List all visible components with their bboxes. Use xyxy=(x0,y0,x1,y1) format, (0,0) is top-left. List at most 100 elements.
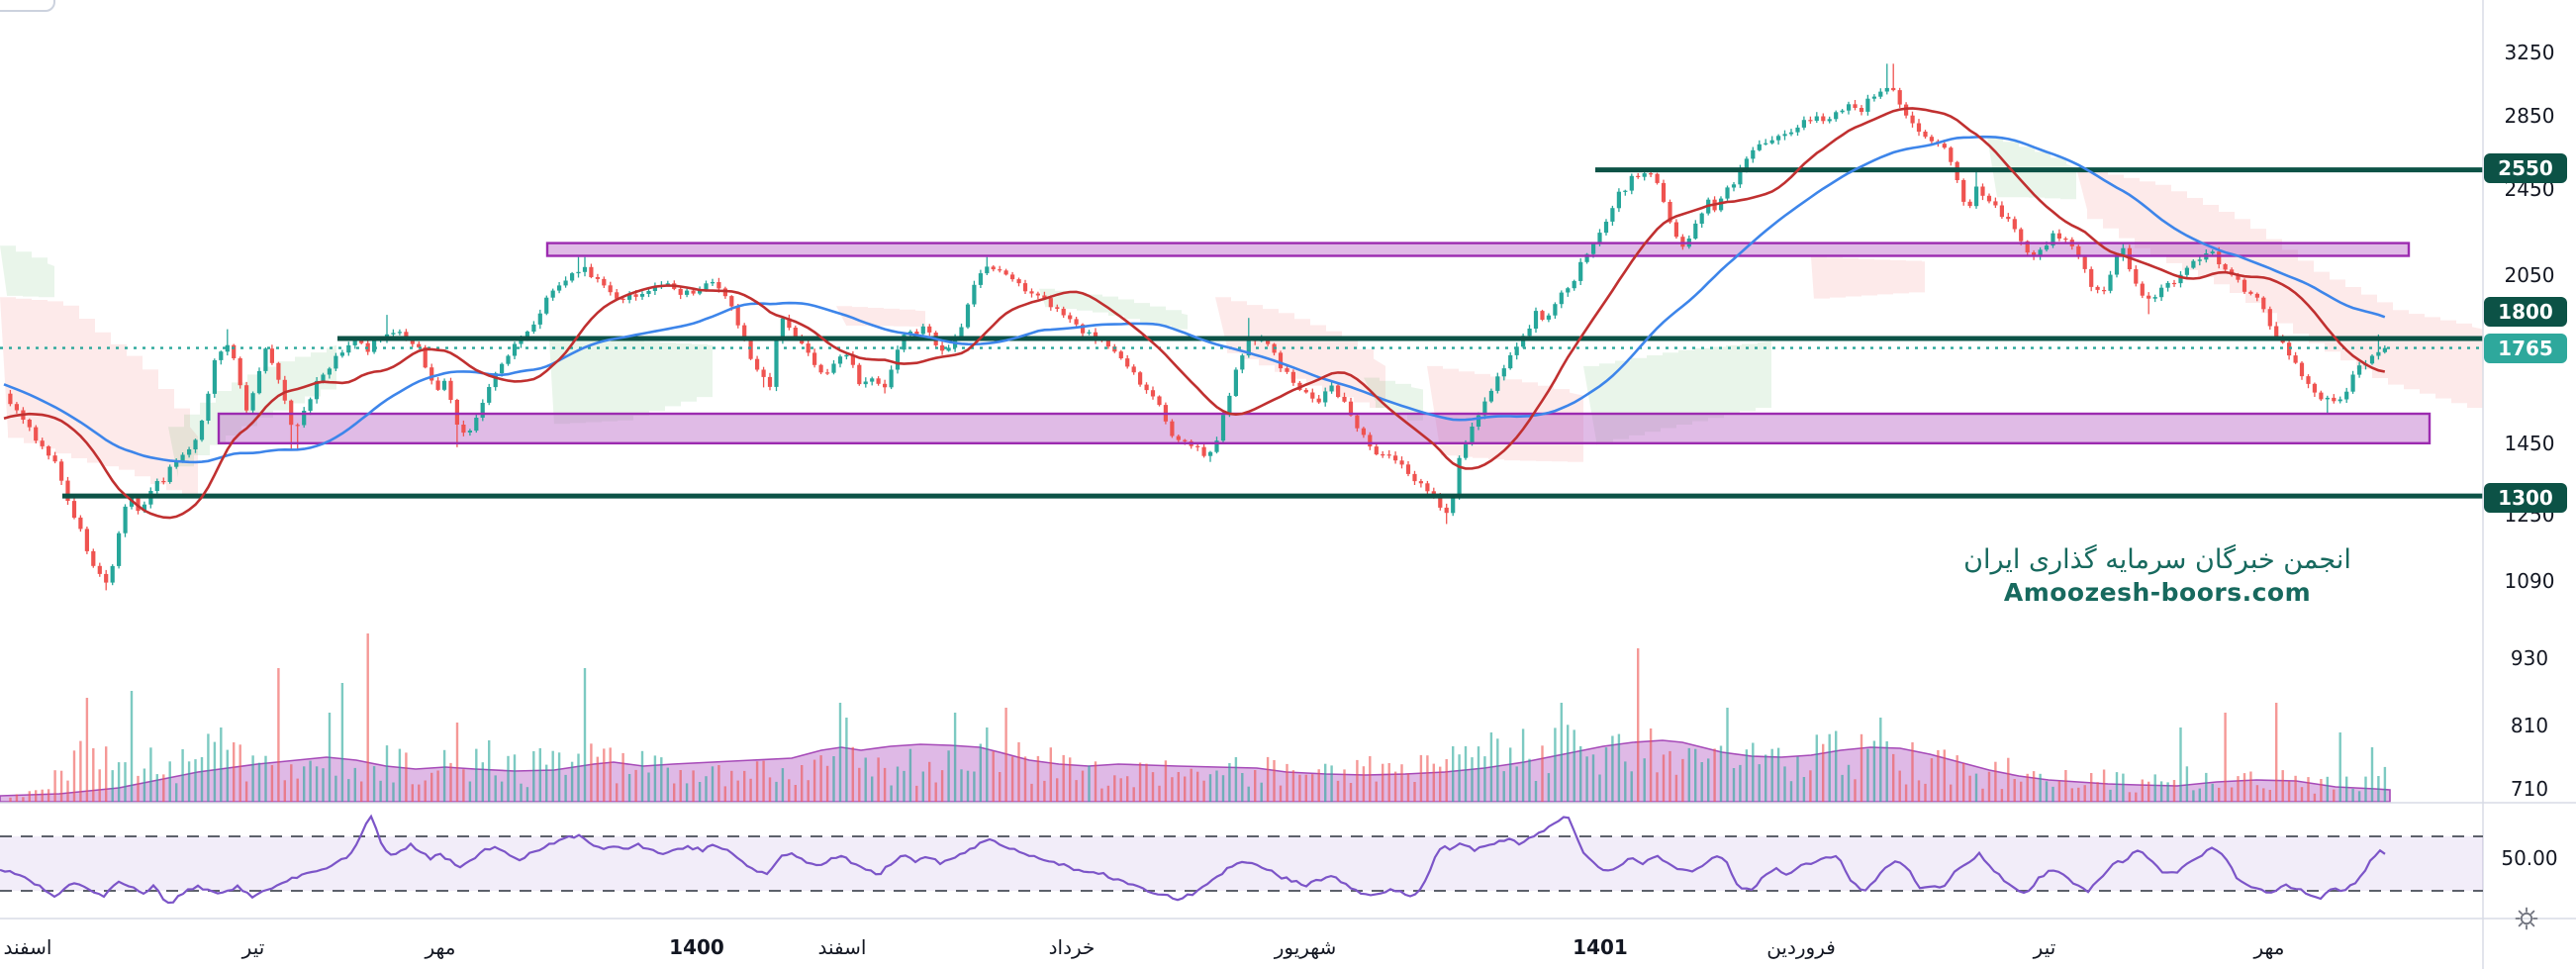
candle-body xyxy=(1840,110,1845,113)
volume-bar xyxy=(462,769,465,802)
candle-body xyxy=(787,318,792,329)
volume-bar xyxy=(1043,780,1046,802)
volume-bar xyxy=(226,749,229,802)
volume-bar xyxy=(1382,763,1384,802)
volume-bar xyxy=(1981,788,1984,802)
volume-bar xyxy=(953,713,957,802)
supply-demand-zone-border xyxy=(545,242,2411,257)
watermark-persian-text: انجمن خبرگان سرمایه گذاری ایران xyxy=(1963,544,2351,575)
volume-bar xyxy=(928,761,931,802)
volume-bar xyxy=(2020,781,2023,802)
volume-bar xyxy=(1330,765,1333,802)
volume-bar xyxy=(520,783,523,802)
supply-demand-zone[interactable] xyxy=(547,242,2409,256)
supply-demand-zone[interactable] xyxy=(219,414,2430,443)
volume-bar xyxy=(621,752,624,802)
volume-bar xyxy=(903,770,906,802)
candle-body xyxy=(1118,351,1123,358)
candle-body xyxy=(71,501,77,518)
volume-bar xyxy=(1649,728,1653,802)
volume-bar xyxy=(2287,781,2291,802)
candle-body xyxy=(1910,115,1915,124)
volume-bar xyxy=(175,783,178,802)
candle-body xyxy=(1731,184,1737,188)
candle-body xyxy=(1374,446,1379,455)
volume-bar xyxy=(1560,703,1563,802)
candle-body xyxy=(595,277,600,279)
candle-body xyxy=(2236,274,2241,280)
candle-body xyxy=(1208,451,1213,456)
candle-body xyxy=(1444,507,1449,514)
candle-body xyxy=(1303,389,1308,393)
candle-body xyxy=(531,324,536,332)
volume-bar xyxy=(1228,763,1231,802)
ma-slow-line xyxy=(3,135,2386,464)
candle-body xyxy=(735,306,740,326)
candle-body xyxy=(256,370,262,394)
candle-body xyxy=(1457,457,1462,497)
volume-bar xyxy=(449,762,452,802)
volume-bar xyxy=(1356,759,1359,802)
volume-bar xyxy=(2377,776,2380,802)
volume-bar xyxy=(303,766,306,802)
volume-bar xyxy=(1924,783,1927,802)
volume-bar xyxy=(455,723,459,802)
settings-icon[interactable] xyxy=(2513,905,2540,932)
volume-bar xyxy=(117,762,121,802)
candle-body xyxy=(2134,269,2139,284)
candle-body xyxy=(263,348,268,371)
candle-body xyxy=(563,280,568,286)
candle-body xyxy=(2210,251,2215,253)
volume-bar xyxy=(2039,773,2042,802)
candle-body xyxy=(225,344,230,352)
volume-bar xyxy=(1789,781,1793,802)
volume-bar xyxy=(666,767,669,802)
volume-bar xyxy=(233,742,236,802)
volume-bar xyxy=(1515,766,1518,802)
candle-body xyxy=(2095,286,2100,290)
time-label: اسفند xyxy=(3,935,52,959)
volume-bar xyxy=(2320,779,2323,802)
candle-body xyxy=(2382,347,2387,352)
candle-body xyxy=(1961,180,1966,202)
volume-bar xyxy=(1298,774,1301,802)
candle-body xyxy=(435,380,440,390)
candle-body xyxy=(646,291,651,294)
ichimoku-cloud xyxy=(0,297,198,497)
volume-bar xyxy=(1471,757,1474,802)
volume-bar xyxy=(1164,760,1168,802)
volume-bar xyxy=(1719,745,1723,802)
ichimoku-cloud xyxy=(1811,256,1925,300)
volume-bar xyxy=(1036,755,1040,802)
candle-body xyxy=(1891,87,1896,91)
candle-body xyxy=(639,294,645,297)
volume-bar xyxy=(890,785,893,802)
volume-bar xyxy=(1023,756,1027,802)
volume-bar xyxy=(679,770,682,802)
volume-bar xyxy=(1554,727,1557,802)
volume-bar xyxy=(768,777,772,802)
candle-body xyxy=(250,393,255,411)
candle-body xyxy=(1521,336,1526,347)
candle-body xyxy=(1834,112,1839,120)
volume-bar xyxy=(1062,754,1065,802)
candle-body xyxy=(691,290,696,294)
candle-body xyxy=(557,285,562,291)
candle-body xyxy=(2025,241,2030,253)
candle-body xyxy=(1048,298,1053,308)
candle-body xyxy=(1003,270,1008,275)
candle-body xyxy=(837,356,843,364)
volume-bar xyxy=(577,753,580,802)
volume-bar xyxy=(270,765,274,802)
candle-body xyxy=(991,266,996,270)
volume-bar xyxy=(2109,789,2112,802)
volume-bar xyxy=(130,691,134,802)
candle-body xyxy=(633,294,638,297)
volume-bar xyxy=(812,759,816,802)
candle-body xyxy=(2019,229,2024,242)
candle-body xyxy=(1508,354,1513,369)
candle-body xyxy=(1853,104,1858,108)
volume-bar xyxy=(2070,788,2073,802)
candle-body xyxy=(2102,290,2107,292)
